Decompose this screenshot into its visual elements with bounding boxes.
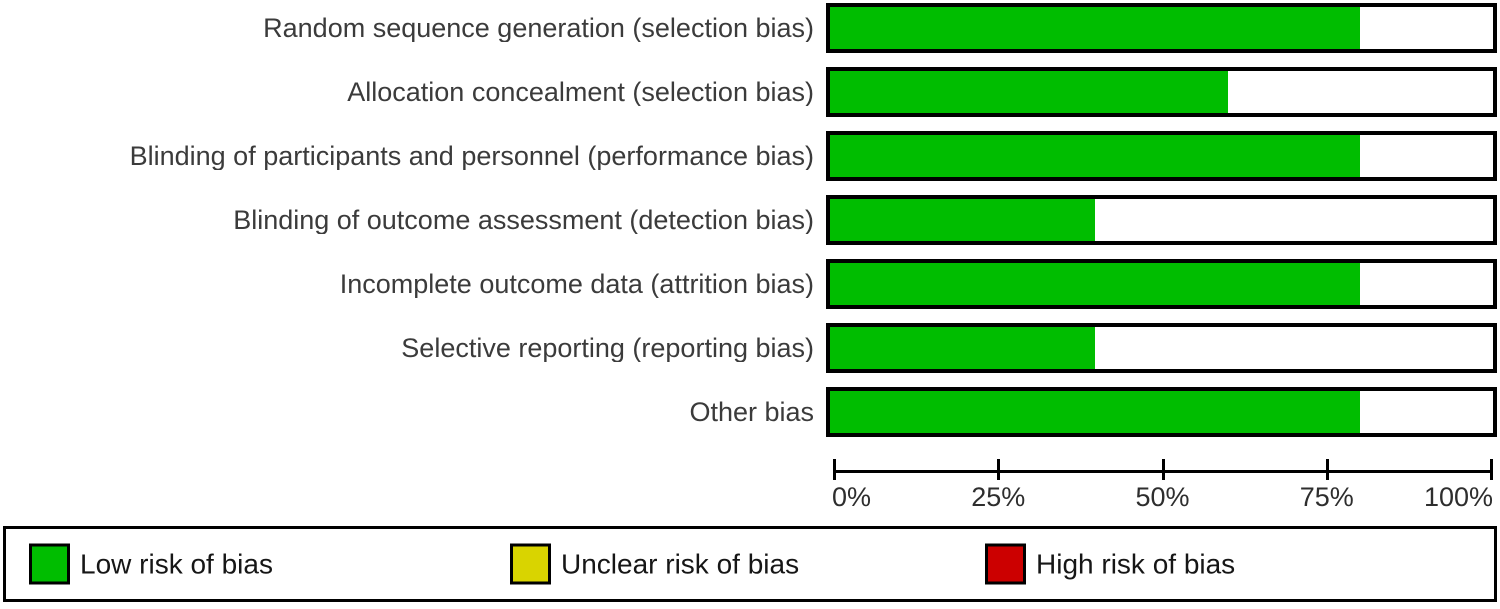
bar-track — [826, 3, 1497, 53]
high-risk-of-bias-swatch — [985, 543, 1026, 585]
chart-row: Incomplete outcome data (attrition bias) — [0, 259, 1500, 309]
chart-row: Random sequence generation (selection bi… — [0, 3, 1500, 53]
axis-tick — [997, 459, 1001, 480]
bar-track — [826, 323, 1497, 373]
bar-segment-low-risk-of-bias — [830, 391, 1361, 433]
axis-tick-label: 50% — [1135, 482, 1190, 512]
category-label: Selective reporting (reporting bias) — [401, 333, 814, 363]
bar-track — [826, 131, 1497, 181]
axis-tick-label: 75% — [1299, 482, 1354, 512]
legend-item-label: High risk of bias — [1036, 548, 1236, 579]
category-label: Incomplete outcome data (attrition bias) — [339, 269, 814, 299]
bar-track — [826, 259, 1497, 309]
chart-rows: Random sequence generation (selection bi… — [0, 3, 1500, 437]
category-label: Allocation concealment (selection bias) — [347, 77, 814, 107]
legend: Low risk of bias Unclear risk of bias High… — [3, 526, 1497, 602]
legend-item-label: Unclear risk of bias — [561, 548, 800, 579]
bar-track — [826, 195, 1497, 245]
chart-row: Selective reporting (reporting bias) — [0, 323, 1500, 373]
chart-row: Blinding of outcome assessment (detectio… — [0, 195, 1500, 245]
category-label: Blinding of participants and personnel (… — [129, 141, 814, 171]
x-axis: 0% 25% 50% 75% 100% — [826, 459, 1497, 512]
category-label: Other bias — [689, 397, 814, 427]
legend-item-unclear-risk-of-bias: Unclear risk of bias — [510, 543, 800, 585]
axis-tick — [1325, 459, 1329, 480]
unclear-risk-of-bias-swatch — [510, 543, 551, 585]
legend-item-high-risk-of-bias: High risk of bias — [985, 543, 1236, 585]
bar-segment-low-risk-of-bias — [830, 71, 1228, 113]
legend-item-low-risk-of-bias: Low risk of bias — [29, 543, 273, 585]
chart-row: Blinding of participants and personnel (… — [0, 131, 1500, 181]
bar-segment-low-risk-of-bias — [830, 135, 1361, 177]
axis-tick — [1161, 459, 1165, 480]
bar-segment-low-risk-of-bias — [830, 327, 1096, 369]
axis-tick — [1490, 459, 1493, 480]
legend-item-label: Low risk of bias — [80, 548, 273, 579]
bar-segment-low-risk-of-bias — [830, 263, 1361, 305]
category-label: Blinding of outcome assessment (detectio… — [233, 205, 814, 235]
axis-tick — [833, 459, 836, 480]
axis-tick-label: 25% — [971, 482, 1026, 512]
chart-row: Other bias — [0, 387, 1500, 437]
bar-segment-low-risk-of-bias — [830, 199, 1096, 241]
chart-row: Allocation concealment (selection bias) — [0, 67, 1500, 117]
bar-segment-low-risk-of-bias — [830, 7, 1361, 49]
axis-tick-label: 100% — [1423, 482, 1493, 512]
low-risk-of-bias-swatch — [29, 543, 70, 585]
axis-tick-label: 0% — [832, 482, 872, 512]
bar-track — [826, 387, 1497, 437]
category-label: Random sequence generation (selection bi… — [263, 13, 814, 43]
bar-track — [826, 67, 1497, 117]
